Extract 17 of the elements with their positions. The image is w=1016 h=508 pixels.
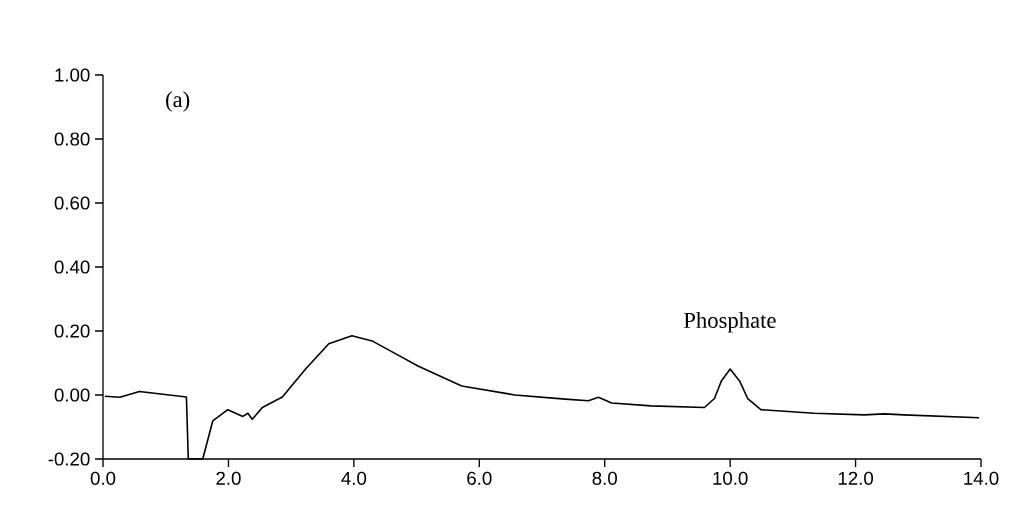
x-tick-label: 12.0 xyxy=(838,471,874,485)
x-tick-label: 10.0 xyxy=(713,471,748,485)
y-tick-label: 0.40 xyxy=(54,260,90,274)
y-tick-label: 1.00 xyxy=(55,68,90,82)
annotation: (a) xyxy=(166,91,190,112)
x-tick-label: 0.0 xyxy=(90,471,116,485)
y-tick-label: 0.20 xyxy=(54,324,90,338)
y-tick-label: 0.60 xyxy=(54,196,90,210)
x-tick-label: 2.0 xyxy=(216,471,241,485)
y-tick-label: -0.20 xyxy=(48,452,90,466)
x-tick-label: 6.0 xyxy=(467,471,492,485)
y-tick-label: 0.00 xyxy=(54,388,90,402)
x-tick-label: 14.0 xyxy=(964,471,999,485)
x-tick-label: 4.0 xyxy=(341,471,367,485)
x-tick-label: 8.0 xyxy=(592,471,617,485)
y-tick-label: 0.80 xyxy=(54,132,90,146)
annotation: Phosphate xyxy=(683,312,776,333)
